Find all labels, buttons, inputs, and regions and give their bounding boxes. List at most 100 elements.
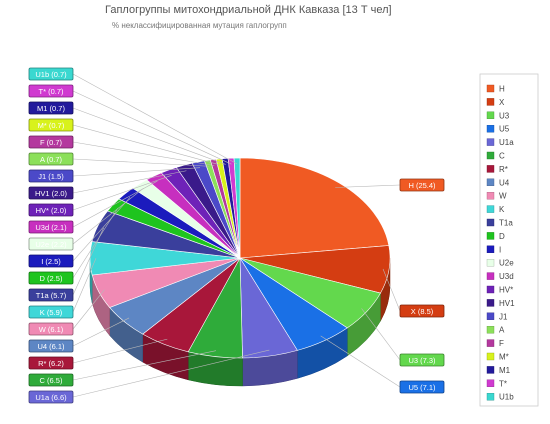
legend-swatch-T* (486, 379, 495, 387)
slice-label-box (28, 220, 74, 234)
label-leader (72, 141, 215, 166)
legend-swatch-F (486, 339, 495, 347)
legend-label-H: H (499, 85, 505, 94)
legend-label-F: F (499, 339, 504, 348)
slice-label: R* (6.2) (38, 359, 64, 368)
slice-label-box (28, 254, 74, 268)
slice-label: K (5.9) (40, 308, 63, 317)
legend-label-A: A (499, 326, 505, 335)
legend-label-HV*: HV* (499, 286, 513, 295)
label-leader (382, 268, 401, 312)
legend-swatch-M1 (486, 366, 495, 374)
slice-label: W (6.1) (39, 325, 64, 334)
slice-label: T1a (5.7) (36, 291, 67, 300)
legend-label-R*: R* (499, 165, 508, 174)
slice-label: U1b (0.7) (35, 70, 67, 79)
legend-label-C: C (499, 152, 505, 161)
legend: HX U3 U5 U1a C R* U4 WK T1a DI U2e U3d HV* HV1 J1 AF M* M… (479, 73, 539, 407)
label-leader (72, 170, 187, 194)
legend-label-U1a: U1a (499, 138, 514, 147)
legend-swatch-A (486, 326, 495, 334)
legend-swatch-H (486, 84, 495, 93)
legend-swatch-U2e (486, 259, 495, 267)
legend-label-U1b: U1b (499, 393, 514, 402)
slice-label: I (2.5) (41, 257, 61, 266)
chart-title: Гаплогруппы митохондриальной ДНК Кавказа… (105, 4, 392, 16)
slice-label: U3d (2.1) (35, 223, 67, 232)
legend-label-U3: U3 (499, 111, 510, 120)
legend-label-K: K (499, 205, 505, 214)
slice-label-box (28, 390, 74, 404)
slice-label-box (399, 353, 445, 367)
slice-label-box (28, 84, 74, 98)
pie-slice-H (239, 157, 390, 259)
label-leader (72, 187, 144, 245)
slice-label: U5 (7.1) (408, 383, 436, 392)
legend-swatch-T1a (486, 218, 495, 227)
legend-swatch-D (486, 232, 495, 240)
slice-label: HV* (2.0) (36, 206, 67, 215)
slice-label-box (399, 178, 445, 192)
slice-label-box (28, 356, 74, 370)
slice-label-box (28, 186, 74, 200)
label-leader (72, 227, 104, 296)
legend-label-U4: U4 (499, 178, 510, 187)
slice-label: HV1 (2.0) (35, 189, 68, 198)
slice-label: X (8.5) (411, 307, 434, 316)
legend-swatch-U1a (486, 138, 495, 146)
slice-label-box (28, 322, 74, 336)
slice-label-box (28, 118, 74, 132)
slice-label-box (28, 67, 74, 81)
slice-label: D (2.5) (40, 274, 63, 283)
legend-label-W: W (499, 192, 507, 201)
slice-label-box (399, 380, 445, 394)
legend-label-D: D (499, 232, 505, 241)
legend-swatch-U3d (486, 272, 495, 280)
slice-label-box (28, 135, 74, 149)
slice-label: U4 (6.1) (37, 342, 65, 351)
slice-label: U3 (7.3) (408, 356, 436, 365)
slice-label: U1a (6.6) (35, 393, 67, 402)
label-leader (72, 338, 168, 364)
legend-label-U3d: U3d (499, 272, 514, 281)
slice-label: J1 (1.5) (38, 172, 64, 181)
slice-label: T* (0.7) (38, 87, 64, 96)
slice-label-box (28, 288, 74, 302)
legend-swatch-W (486, 191, 495, 200)
slice-label-box (28, 373, 74, 387)
label-leader (72, 258, 97, 313)
pie-sides (89, 257, 391, 387)
legend-swatch-K (486, 205, 495, 213)
label-leader (72, 349, 270, 398)
legend-swatch-C (486, 151, 495, 160)
slice-label-box (28, 152, 74, 166)
legend-label-J1: J1 (499, 312, 508, 321)
label-leader (72, 175, 172, 211)
legend-swatch-U5 (486, 124, 495, 133)
slice-label: U2e (2.2) (35, 240, 67, 249)
legend-swatch-R* (486, 165, 495, 173)
pie-slice-U1b (233, 157, 241, 259)
legend-label-I: I (499, 245, 501, 254)
label-leader (320, 335, 401, 388)
slice-label-box (28, 305, 74, 319)
legend-swatch-HV* (486, 285, 495, 294)
label-leader (72, 180, 158, 228)
legend-label-T*: T* (499, 379, 507, 388)
slice-label: F (0.7) (40, 138, 63, 147)
label-leader (72, 73, 238, 165)
legend-swatch-HV1 (486, 299, 495, 307)
legend-label-U2e: U2e (499, 259, 514, 268)
legend-label-X: X (499, 98, 505, 107)
label-leader (72, 158, 209, 167)
pie-top (89, 157, 391, 359)
slice-label-box (28, 271, 74, 285)
label-leader (72, 90, 232, 165)
slice-label: A (0.7) (40, 155, 63, 164)
label-leader (72, 317, 130, 347)
legend-swatch-U4 (486, 178, 495, 187)
label-leader (72, 107, 226, 165)
label-leader (72, 289, 105, 330)
